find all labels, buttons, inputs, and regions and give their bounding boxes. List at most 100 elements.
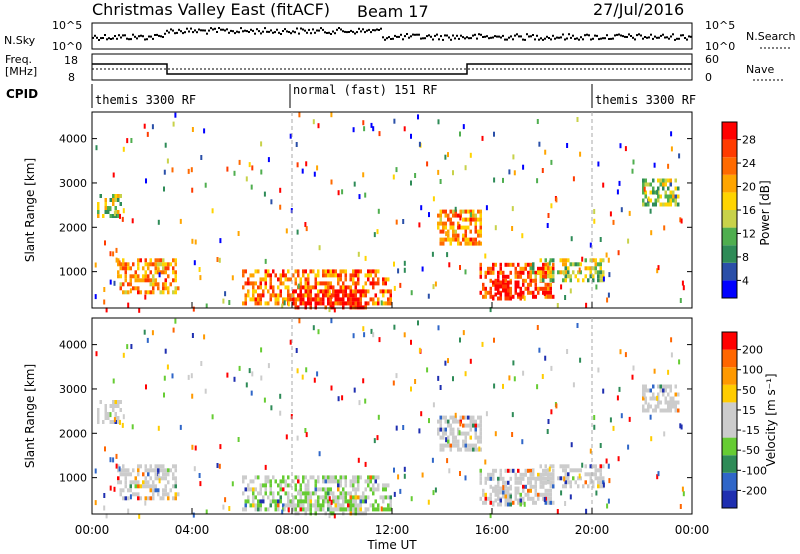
velocity-cell	[439, 447, 442, 452]
power-cell	[462, 233, 465, 238]
power-cell	[457, 213, 460, 218]
power-scatter	[187, 168, 190, 174]
power-cell	[164, 282, 167, 287]
power-scatter	[129, 288, 132, 294]
velocity-cell	[112, 404, 115, 408]
power-cell	[474, 237, 477, 242]
velocity-cell	[544, 468, 547, 473]
velocity-scatter	[678, 359, 681, 365]
velocity-cell	[144, 496, 147, 501]
velocity-cell	[174, 480, 177, 485]
velocity-cell	[339, 507, 342, 512]
power-scatter	[414, 173, 417, 178]
velocity-cell	[337, 507, 340, 512]
power-scatter	[296, 162, 299, 168]
velocity-scatter	[231, 481, 234, 487]
power-scatter	[157, 219, 160, 225]
power-scatter	[631, 168, 634, 174]
power-scatter	[279, 187, 282, 193]
power-scatter	[679, 217, 682, 223]
velocity-cell	[564, 468, 567, 473]
power-scatter	[174, 112, 177, 118]
power-cell	[172, 266, 175, 271]
power-cell	[489, 270, 492, 275]
velocity-cell	[359, 499, 362, 504]
power-cell	[284, 277, 287, 282]
velocity-cell	[277, 483, 280, 488]
power-cell	[647, 182, 650, 187]
noise-point	[142, 35, 144, 38]
velocity-scatter	[312, 325, 315, 331]
velocity-scatter	[362, 326, 365, 332]
velocity-cell	[594, 472, 597, 477]
velocity-scatter	[508, 375, 511, 381]
noise-point	[466, 36, 468, 39]
power-cell	[367, 277, 370, 282]
velocity-cell	[354, 511, 357, 516]
power-scatter	[112, 172, 115, 178]
power-cell	[342, 293, 345, 298]
velocity-scatter	[556, 509, 559, 514]
noise-point	[516, 33, 518, 36]
power-cell	[549, 294, 552, 299]
power-cell	[662, 186, 665, 191]
power-cell	[552, 274, 555, 279]
velocity-cell	[494, 490, 497, 495]
power-scatter	[318, 245, 321, 251]
velocity-colorbar-swatch	[722, 455, 737, 473]
noise-point	[624, 35, 626, 38]
noise-point	[416, 33, 418, 36]
velocity-cell	[527, 468, 530, 473]
power-cell	[582, 278, 585, 283]
noise-point	[388, 36, 390, 39]
velocity-scatter	[470, 418, 472, 424]
velocity-scatter	[295, 348, 298, 353]
power-scatter	[250, 184, 253, 190]
noise-point	[174, 32, 176, 35]
velocity-cell	[474, 447, 477, 452]
noise-point	[468, 37, 470, 40]
power-cell	[569, 278, 572, 283]
velocity-scatter	[192, 512, 195, 518]
power-cell	[372, 301, 375, 306]
velocity-ytick-label: 3000	[59, 383, 87, 396]
power-cell	[269, 277, 272, 282]
power-cell	[267, 301, 270, 306]
power-cell	[509, 262, 512, 267]
noise-point	[340, 28, 342, 31]
velocity-cell	[162, 464, 165, 469]
velocity-cell	[549, 500, 552, 505]
noise-point	[226, 28, 228, 31]
power-cell	[244, 293, 247, 298]
velocity-scatter	[113, 417, 116, 423]
velocity-scatter	[143, 329, 146, 335]
velocity-cell	[159, 496, 162, 501]
velocity-cell	[287, 475, 290, 480]
power-scatter	[589, 242, 592, 248]
power-cell	[314, 277, 317, 282]
noise-left-tick-bottom: 10^0	[52, 40, 82, 53]
noise-point	[260, 32, 262, 35]
velocity-cell	[539, 480, 542, 485]
power-cell	[297, 269, 300, 274]
power-cell	[492, 282, 495, 287]
velocity-cell	[284, 503, 287, 508]
power-scatter	[446, 252, 449, 258]
velocity-cell	[359, 503, 362, 508]
power-cell	[642, 182, 645, 187]
power-cell	[464, 229, 467, 234]
power-scatter	[103, 299, 106, 305]
velocity-scatter	[222, 504, 225, 510]
velocity-cell	[529, 472, 532, 477]
velocity-cell	[352, 511, 355, 516]
power-cell	[134, 270, 137, 275]
power-cell	[302, 301, 305, 306]
velocity-cell	[449, 423, 452, 428]
power-cell	[374, 273, 377, 278]
velocity-cell	[252, 479, 255, 484]
velocity-cell	[304, 491, 307, 496]
power-cell	[504, 288, 507, 293]
noise-point	[346, 31, 348, 34]
velocity-cell	[657, 404, 660, 409]
